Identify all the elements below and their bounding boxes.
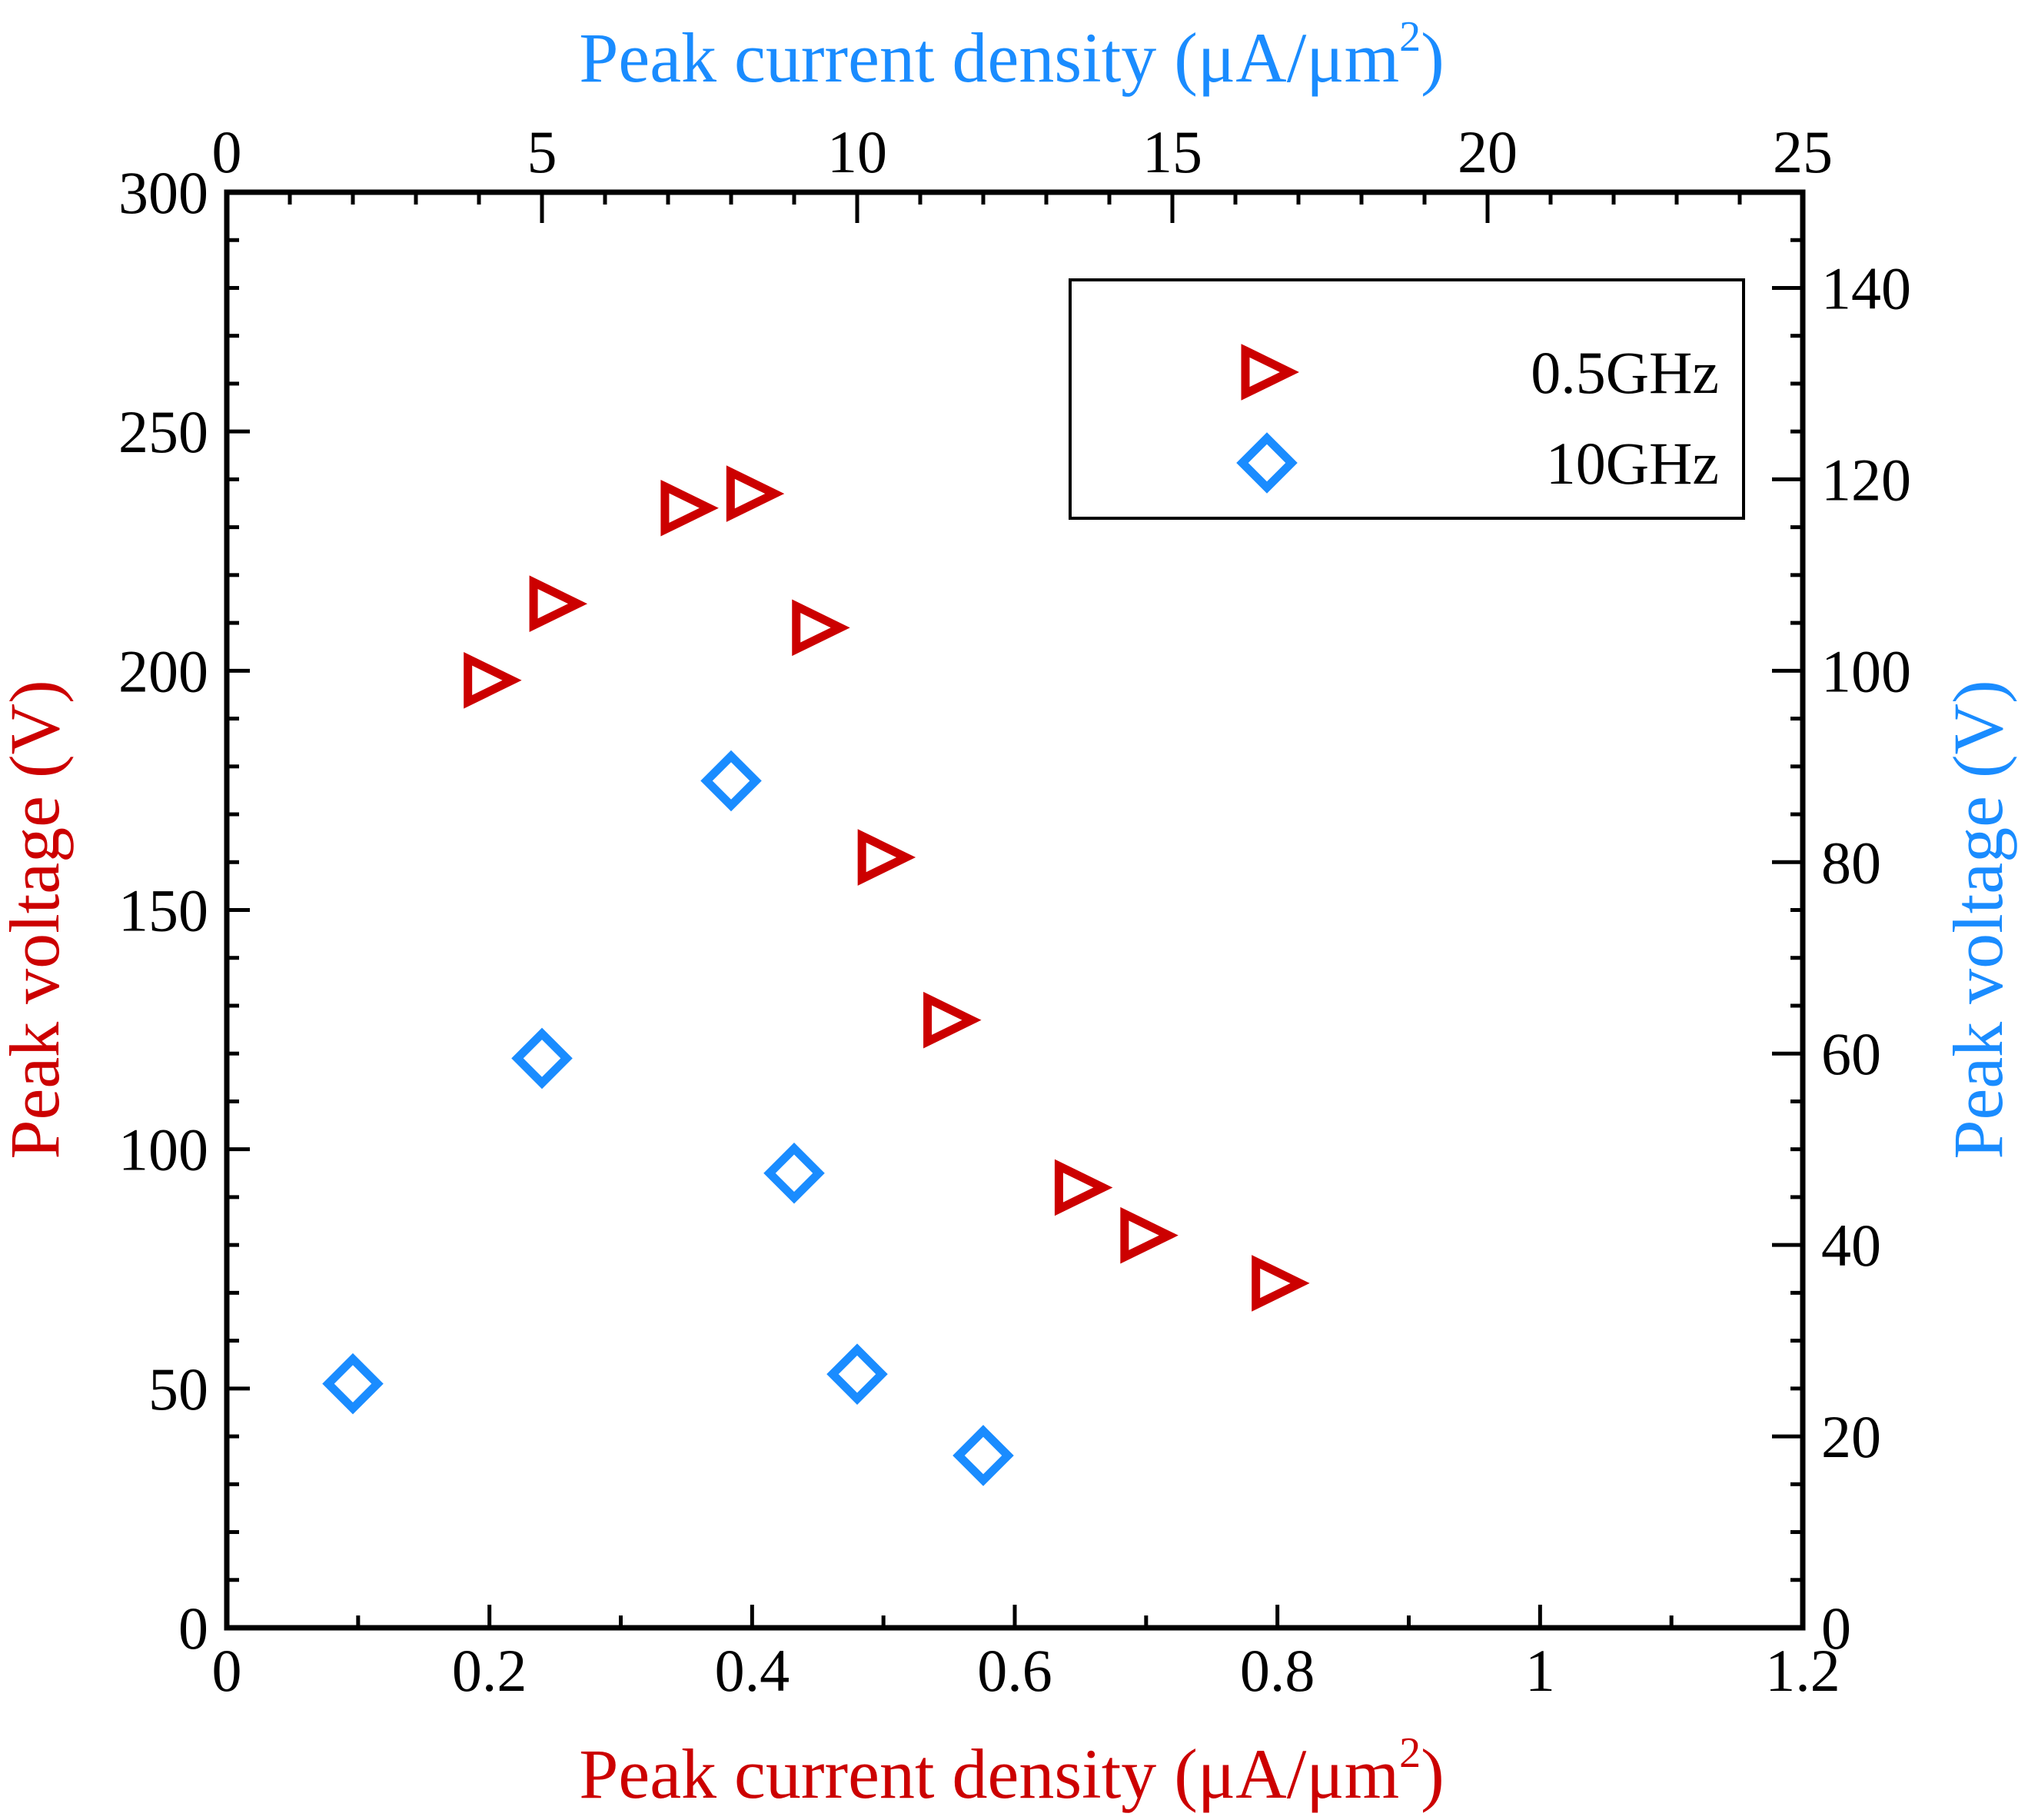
legend-label: 10GHz [1546, 430, 1719, 497]
data-point-diamond [763, 1143, 825, 1204]
series-10GHz [322, 750, 1014, 1486]
left-axis-tick-label: 0 [178, 1595, 208, 1662]
right-axis-tick-label: 60 [1821, 1020, 1881, 1087]
right-axis-tick-label: 80 [1821, 829, 1881, 896]
bottom-axis-tick-label: 0.6 [977, 1637, 1052, 1704]
right-axis-tick-label: 140 [1821, 255, 1911, 321]
legend: 0.5GHz 10GHz [1069, 278, 1745, 520]
right-axis-tick-label: 20 [1821, 1403, 1881, 1470]
data-point-triangle [726, 465, 785, 522]
data-point-triangle [1252, 1255, 1310, 1312]
top-axis-title-end: ) [1421, 18, 1445, 97]
top-axis-tick-label: 5 [527, 118, 557, 185]
right-axis-tick-label: 120 [1821, 446, 1911, 513]
series-0.5GHz [464, 465, 1310, 1312]
top-axis-tick-label: 15 [1142, 118, 1202, 185]
top-axis-title: Peak current density (μA/μm2) [579, 13, 1445, 97]
left-axis-tick-label: 300 [118, 159, 208, 226]
legend-entries: 0.5GHz 10GHz [1236, 339, 1719, 497]
axis-ticks [224, 190, 1805, 1630]
left-axis-tick-label: 100 [118, 1116, 208, 1183]
bottom-axis-title: Peak current density (μA/μm2) [579, 1729, 1445, 1813]
right-axis-tick-label: 100 [1821, 637, 1911, 704]
left-axis-tick-label: 200 [118, 637, 208, 704]
data-point-triangle [529, 575, 588, 633]
data-markers [322, 465, 1310, 1486]
data-point-triangle [857, 829, 916, 886]
right-axis-tick-label: 0 [1821, 1595, 1851, 1662]
left-axis-tick-label: 150 [118, 877, 208, 944]
legend-entry: 10GHz [1236, 430, 1719, 497]
left-axis-tick-label: 50 [148, 1356, 208, 1422]
data-point-diamond [700, 750, 762, 812]
tick-labels: 0 0.2 0.4 0.6 0.8 1 1.20 5 10 15 20 250501001502002… [118, 118, 1911, 1704]
bottom-axis-tick-label: 1 [1525, 1637, 1555, 1704]
right-axis-title: Peak voltage (V) [1939, 680, 2017, 1159]
left-axis-tick-label: 250 [118, 398, 208, 465]
legend-marker-triangle [1241, 344, 1299, 401]
bottom-axis-tick-label: 0 [212, 1637, 242, 1704]
data-point-triangle [660, 479, 719, 537]
bottom-axis-tick-label: 0.4 [715, 1637, 790, 1704]
right-axis-tick-label: 40 [1821, 1212, 1881, 1279]
data-point-diamond [322, 1353, 384, 1415]
bottom-axis-title-end: ) [1421, 1735, 1445, 1813]
legend-marker-diamond [1236, 432, 1298, 494]
top-axis-tick-label: 0 [212, 118, 242, 185]
top-axis-tick-label: 20 [1458, 118, 1518, 185]
top-axis-tick-label: 10 [827, 118, 887, 185]
bottom-axis-tick-label: 0.2 [452, 1637, 527, 1704]
bottom-axis-title-main: Peak current density (μA/μm [579, 1735, 1399, 1813]
bottom-axis-tick-label: 1.2 [1765, 1637, 1840, 1704]
legend-box [1069, 278, 1745, 520]
legend-entry: 0.5GHz [1241, 339, 1719, 406]
top-axis-title-sup: 2 [1399, 13, 1421, 61]
data-point-triangle [792, 599, 850, 657]
data-point-triangle [1054, 1159, 1113, 1216]
data-point-triangle [1120, 1206, 1179, 1264]
data-point-triangle [923, 991, 982, 1049]
bottom-axis-tick-label: 0.8 [1240, 1637, 1315, 1704]
data-point-triangle [464, 651, 522, 709]
legend-label: 0.5GHz [1531, 339, 1719, 406]
top-axis-tick-label: 25 [1773, 118, 1833, 185]
data-point-diamond [952, 1425, 1014, 1486]
data-point-diamond [511, 1027, 573, 1090]
data-point-diamond [826, 1343, 888, 1405]
bottom-axis-title-sup: 2 [1399, 1729, 1421, 1777]
top-axis-title-main: Peak current density (μA/μm [579, 18, 1399, 97]
left-axis-title: Peak voltage (V) [0, 680, 74, 1159]
